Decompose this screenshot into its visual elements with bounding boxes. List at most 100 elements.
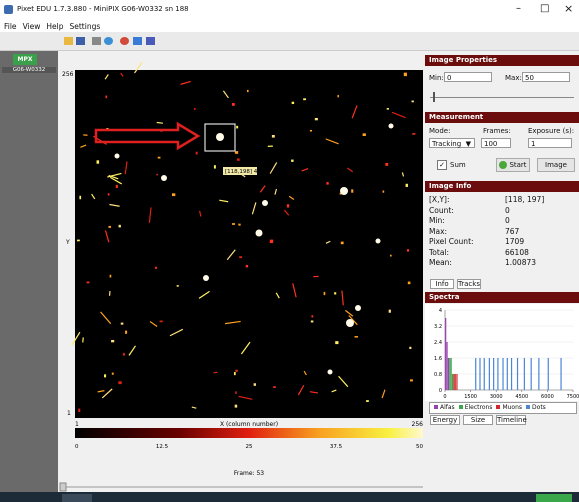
bar [475,358,477,390]
particle-track [238,395,253,400]
particle-dot [407,248,409,252]
info-row: Mean: 1.00873 [429,258,577,269]
toolbar-icon[interactable] [146,37,155,45]
exposure-input[interactable]: 1 [528,138,572,148]
particle-track [128,345,136,356]
sum-checkbox[interactable]: ✓ [437,160,447,170]
menu-item[interactable]: View [22,22,41,31]
device-label: G06-W0332 [2,67,56,73]
particle-dot [236,125,239,129]
panel-header: Measurement [425,112,579,123]
particle-track [224,320,241,325]
mode-select[interactable]: Tracking ▼ [429,138,475,148]
tooltip-box [223,167,257,175]
frames-input[interactable]: 100 [481,138,511,148]
info-row: Max: 767 [429,227,577,238]
particle-dot [245,264,249,268]
tab[interactable]: Energy [430,415,460,425]
alpha-blob [216,133,224,141]
particle-dot [111,339,115,343]
min-input[interactable]: 0 [444,72,492,82]
toolbar [0,32,579,51]
bar [451,374,454,390]
tab[interactable]: Tracks [457,279,481,289]
particle-dot [314,117,318,121]
particle-track [341,290,344,306]
particle-dot [340,241,344,245]
particle-dot [232,223,236,225]
toolbar-icon[interactable] [104,37,113,45]
alpha-blob [255,229,263,237]
particle-track [169,328,184,337]
minimize-button[interactable]: – [516,3,521,14]
particle-track [275,292,280,299]
alpha-blob [161,175,167,181]
color-bar [75,428,423,438]
particle-track [109,203,120,207]
image-button[interactable]: Image [537,158,575,172]
menu-bar [0,20,579,32]
toolbar-icon[interactable] [92,37,101,45]
info-value: 0 [505,205,510,215]
menu-item[interactable]: Settings [69,22,101,31]
particle-dot [78,408,81,412]
particle-track [124,161,128,175]
particle-track [97,390,105,393]
start-label: Start [509,161,527,169]
info-row: Total: 66108 [429,248,577,259]
taskbar [0,492,579,502]
tab[interactable]: Size [463,415,493,425]
toolbar-icon[interactable] [120,37,129,45]
bar [454,374,456,390]
particle-track [381,389,386,399]
particle-dot [271,135,275,138]
max-label: Max: [505,74,522,82]
y-axis-title: Y [65,239,70,246]
toolbar-icon[interactable] [64,37,73,45]
toolbar-icon[interactable] [133,37,142,45]
particle-dot [111,372,114,375]
mode-label: Mode: [429,127,451,135]
range-slider[interactable] [430,97,574,98]
start-button[interactable]: Start [496,158,530,172]
range-slider-handle[interactable] [433,92,435,102]
particle-track [100,311,112,325]
alpha-blob [340,187,348,195]
y-axis-bottom: 1 [67,410,71,417]
color-scale-label: 37.5 [330,444,343,450]
exposure-label: Exposure (s): [528,127,575,135]
maximize-button[interactable]: □ [540,3,550,14]
particle-dot [362,133,366,137]
panel-header: Image Properties [425,55,579,66]
particle-track [198,290,210,299]
particle-dot [303,98,307,101]
particle-track [222,90,229,99]
detector-view: [118,198] 40 256 Y 1 1 X (column number)… [59,62,423,492]
particle-dot [115,184,118,189]
info-key: Count: [429,205,454,215]
particle-track [71,331,81,346]
particle-track [191,406,197,409]
frame-slider-handle[interactable] [59,482,67,492]
particle-track [301,168,309,172]
particle-track [351,105,358,119]
legend-swatch [496,405,501,409]
max-input[interactable]: 50 [522,72,570,82]
device-badge[interactable]: MPX [13,54,37,65]
particle-track [219,199,229,203]
particle-dot [236,158,240,161]
menu-item[interactable]: Help [46,22,64,31]
particle-dot [193,108,196,110]
particle-dot [335,341,339,345]
particle-dot [409,346,412,350]
tab[interactable]: Timeline [496,415,527,425]
info-key: Pixel Count: [429,237,474,246]
close-button[interactable]: × [564,2,574,15]
alpha-blob [203,275,209,281]
toolbar-icon[interactable] [76,37,85,45]
particle-dot [410,379,413,382]
tab[interactable]: Info [430,279,454,289]
y-tick-label: 4 [439,308,442,314]
menu-item[interactable]: File [4,22,17,31]
particle-dot [385,162,389,166]
